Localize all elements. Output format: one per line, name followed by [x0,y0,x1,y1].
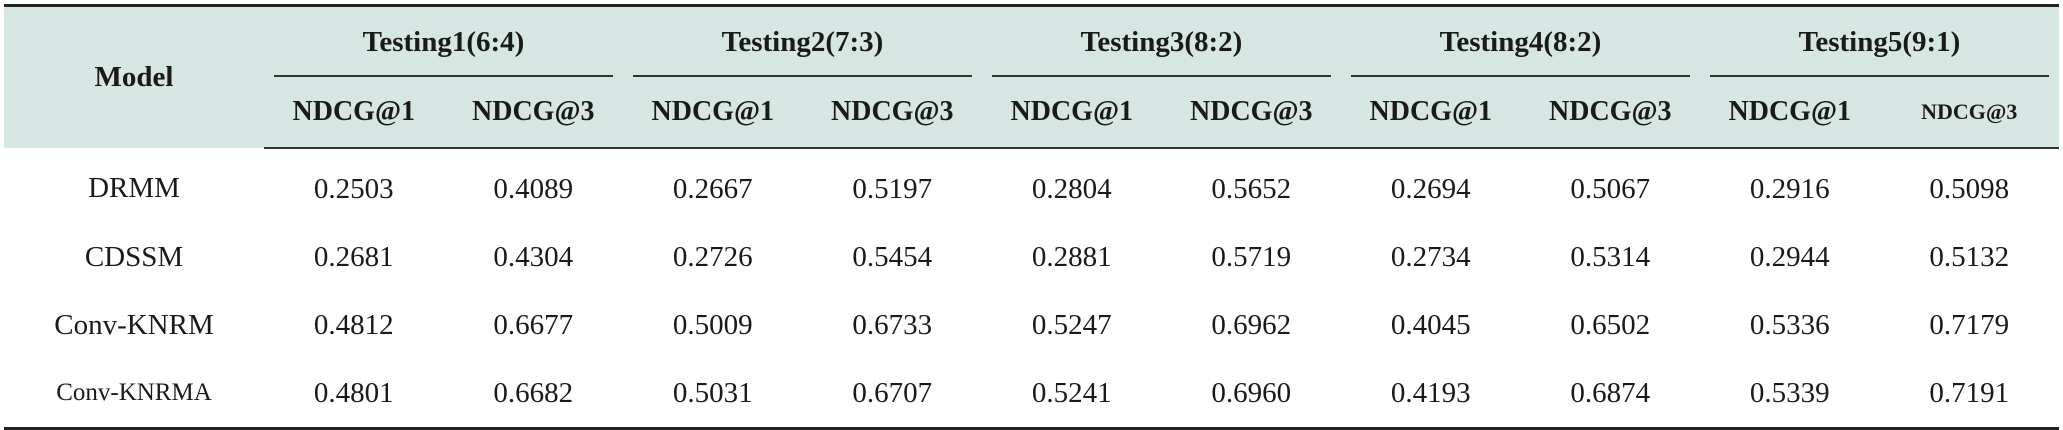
value-cell: 0.4193 [1341,359,1521,430]
value-cell: 0.5339 [1700,359,1880,430]
group-label: Testing1(6:4) [362,25,525,58]
metric-header-ndcg3: NDCG@3 [802,77,982,149]
metric-header-ndcg1: NDCG@1 [623,77,803,149]
results-table-container: Model Testing1(6:4) Testing2(7:3) Testin… [4,4,2059,430]
value-cell: 0.6962 [1211,308,1292,341]
value-cell: 0.6733 [852,308,933,341]
value-cell: 0.4089 [493,172,574,205]
value-cell: 0.2667 [672,172,753,205]
group-label: Testing5(9:1) [1798,25,1961,58]
value-cell: 0.2881 [1031,240,1112,273]
value-cell: 0.2916 [1749,172,1830,205]
value-cell: 0.5652 [1211,172,1292,205]
model-name-cell: DRMM [88,172,180,204]
value-cell: 0.5719 [1211,240,1292,273]
group-header-testing3: Testing3(8:2) [982,4,1341,78]
value-cell: 0.5336 [1749,308,1830,341]
model-column-header: Model [4,4,264,148]
model-name-cell: Conv-KNRMA [4,359,264,430]
table-header: Model Testing1(6:4) Testing2(7:3) Testin… [4,4,2059,149]
value-cell: 0.5132 [1929,240,2010,273]
group-label: Testing2(7:3) [721,25,884,58]
group-label: Testing3(8:2) [1080,25,1243,58]
group-label: Testing4(8:2) [1439,25,1602,58]
value-cell: 0.4045 [1390,308,1471,341]
value-cell: 0.5009 [672,308,753,341]
value-cell: 0.5067 [1570,172,1651,205]
metric-header-ndcg1: NDCG@1 [1700,77,1880,149]
value-cell: 0.2681 [313,240,394,273]
model-name-cell: CDSSM [84,240,184,273]
value-cell: 0.2944 [1749,240,1830,273]
value-cell: 0.2503 [313,172,394,205]
table-row: DRMM 0.2503 0.4089 0.2667 0.5197 0.2804 … [4,148,2059,223]
value-cell: 0.7191 [1879,359,2059,430]
metric-header-ndcg3: NDCG@3 [1520,77,1700,149]
table-row: CDSSM 0.2681 0.4304 0.2726 0.5454 0.2881… [4,223,2059,291]
metric-header-ndcg1: NDCG@1 [982,77,1162,149]
value-cell: 0.5098 [1929,172,2010,205]
value-cell: 0.5241 [982,359,1162,430]
table-row: Conv-KNRMA 0.4801 0.6682 0.5031 0.6707 0… [4,359,2059,430]
value-cell: 0.5197 [852,172,933,205]
value-cell: 0.6502 [1570,308,1651,341]
value-cell: 0.4801 [264,359,444,430]
metric-header-ndcg3: NDCG@3 [1161,77,1341,149]
value-cell: 0.5031 [623,359,803,430]
model-name-cell: Conv-KNRM [54,308,214,341]
value-cell: 0.6682 [443,359,623,430]
metric-header-ndcg3: NDCG@3 [1879,77,2059,149]
metric-header-ndcg1: NDCG@1 [264,77,444,149]
value-cell: 0.4812 [313,308,394,341]
group-header-testing5: Testing5(9:1) [1700,4,2059,78]
group-header-testing2: Testing2(7:3) [623,4,982,78]
value-cell: 0.6677 [493,308,574,341]
table-body: DRMM 0.2503 0.4089 0.2667 0.5197 0.2804 … [4,148,2059,430]
value-cell: 0.5314 [1570,240,1651,273]
value-cell: 0.6874 [1520,359,1700,430]
value-cell: 0.5454 [852,240,933,273]
value-cell: 0.5247 [1031,308,1112,341]
value-cell: 0.4304 [493,240,574,273]
header-metric-row: NDCG@1 NDCG@3 NDCG@1 NDCG@3 NDCG@1 NDCG@… [4,77,2059,149]
metric-header-ndcg1: NDCG@1 [1341,77,1521,149]
value-cell: 0.2734 [1390,240,1471,273]
table-row: Conv-KNRM 0.4812 0.6677 0.5009 0.6733 0.… [4,291,2059,359]
results-table: Model Testing1(6:4) Testing2(7:3) Testin… [4,4,2059,430]
value-cell: 0.6707 [802,359,982,430]
value-cell: 0.6960 [1161,359,1341,430]
metric-header-ndcg3: NDCG@3 [443,77,623,149]
value-cell: 0.2804 [1031,172,1112,205]
value-cell: 0.2726 [672,240,753,273]
value-cell: 0.2694 [1390,172,1471,205]
group-header-testing1: Testing1(6:4) [264,4,623,78]
header-group-row: Model Testing1(6:4) Testing2(7:3) Testin… [4,4,2059,148]
group-header-testing4: Testing4(8:2) [1341,4,1700,78]
value-cell: 0.7179 [1929,308,2010,341]
